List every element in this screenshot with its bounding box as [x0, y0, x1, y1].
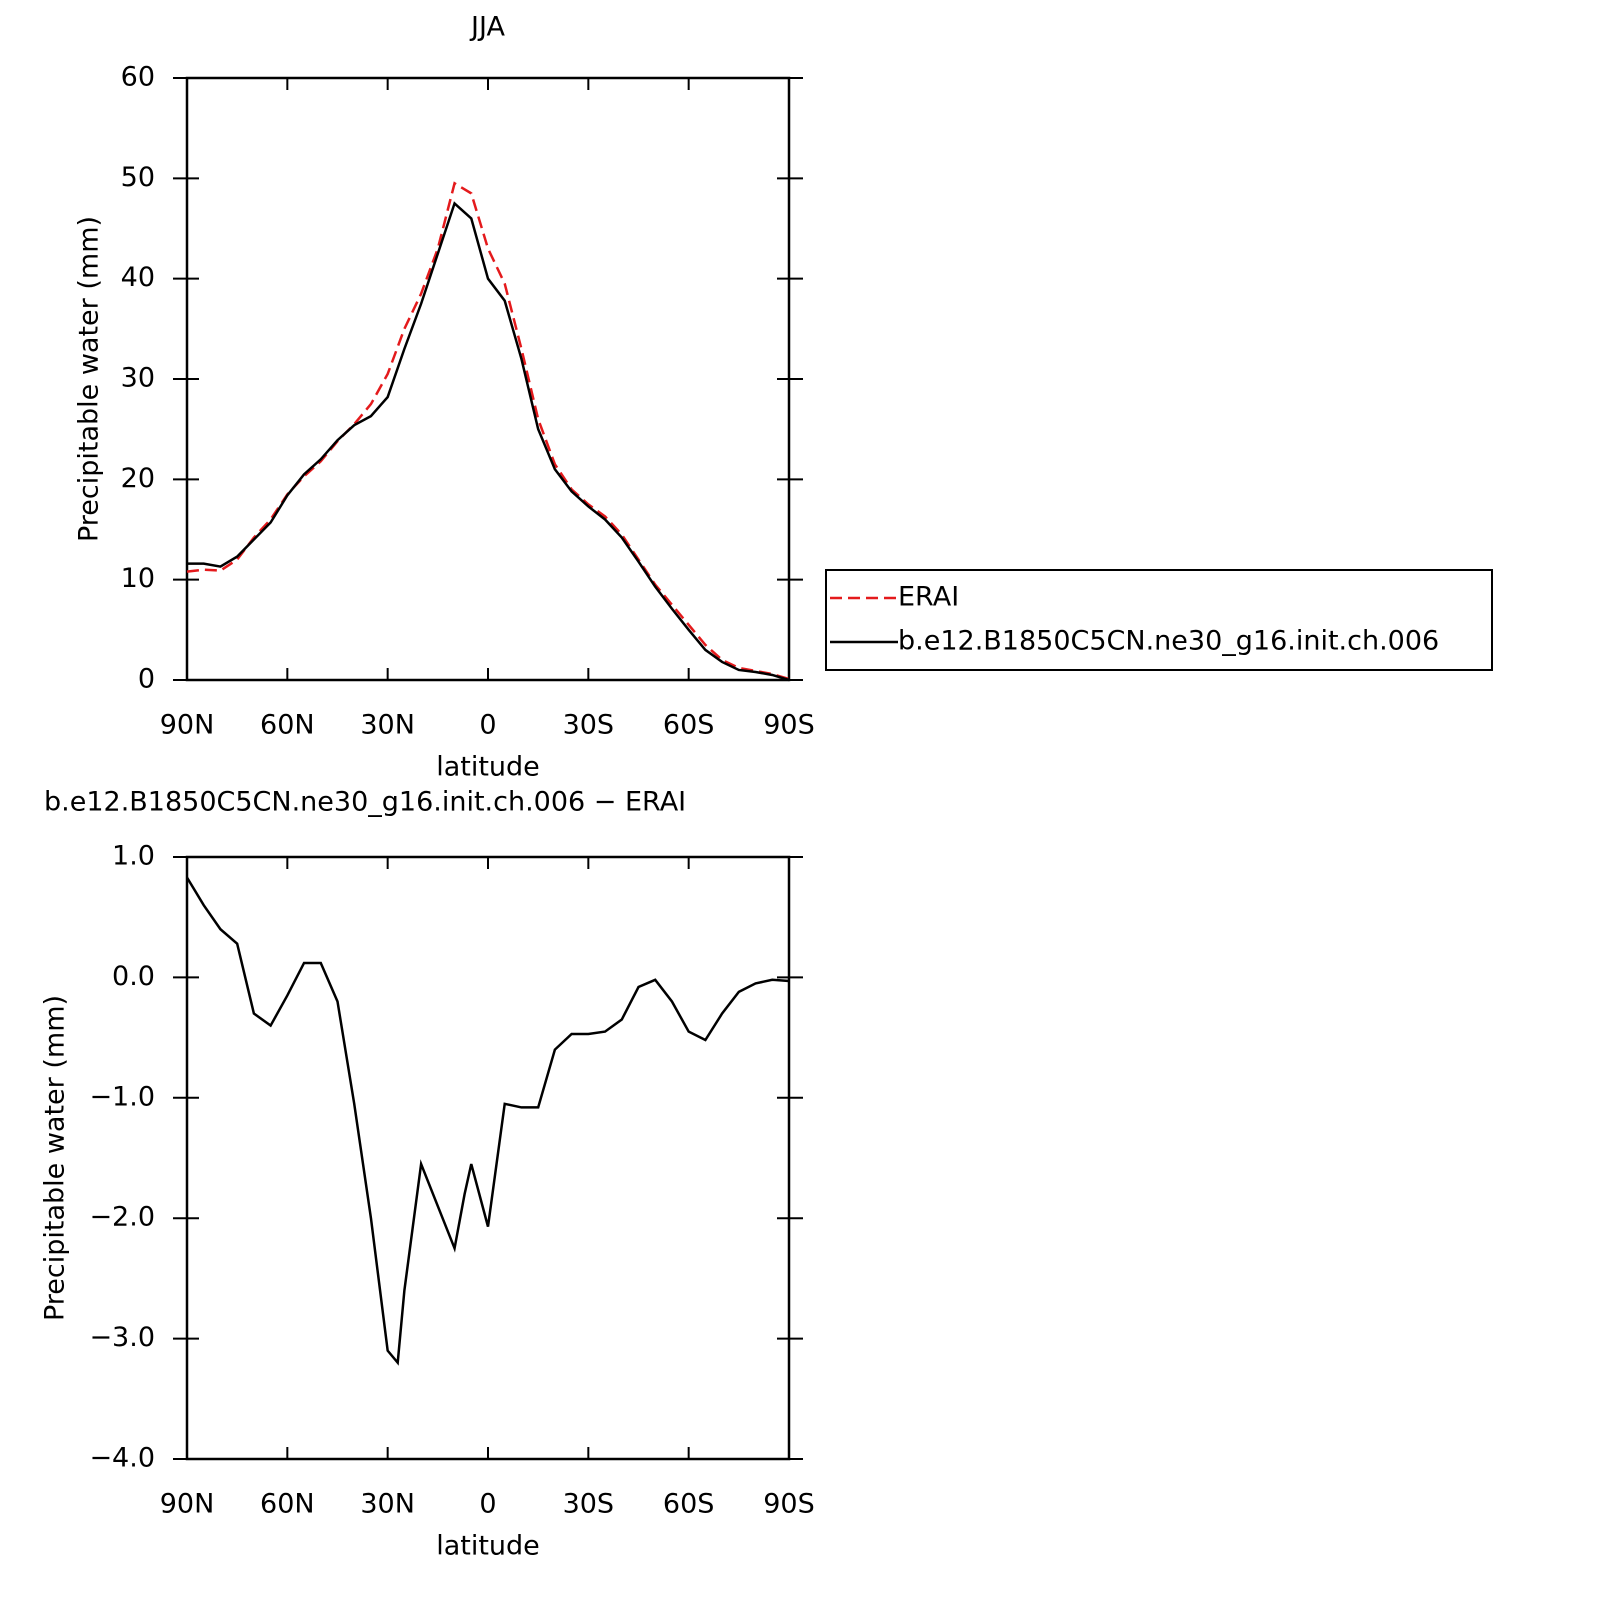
x-tick-label: 90S: [763, 1489, 815, 1520]
x-tick-label: 90N: [160, 710, 215, 741]
y-tick-label: −2.0: [89, 1202, 155, 1233]
data-line: [185, 876, 790, 1366]
y-tick-label: −3.0: [89, 1322, 155, 1353]
plot-frame: [185, 76, 791, 682]
y-tick-label: 0: [138, 664, 155, 695]
x-tick-label: 60N: [260, 1489, 315, 1520]
legend-label: b.e12.B1850C5CN.ne30_g16.init.ch.006: [898, 626, 1439, 657]
y-tick-label: 20: [121, 463, 155, 494]
x-axis-label: latitude: [436, 752, 540, 783]
x-tick-label: 30S: [563, 710, 615, 741]
x-tick-label: 60N: [260, 710, 315, 741]
y-tick-label: 60: [121, 62, 155, 93]
x-tick-label: 90N: [160, 1489, 215, 1520]
y-tick-label: 0.0: [112, 961, 155, 992]
x-tick-label: 90S: [763, 710, 815, 741]
y-axis-label: Precipitable water (mm): [40, 995, 71, 1321]
y-tick-label: 10: [121, 563, 155, 594]
x-tick-label: 60S: [663, 1489, 715, 1520]
legend-label: ERAI: [898, 582, 959, 613]
data-line: [187, 201, 790, 682]
y-tick-label: 40: [121, 262, 155, 293]
y-tick-label: −4.0: [89, 1443, 155, 1474]
y-tick-label: 50: [121, 162, 155, 193]
y-tick-label: −1.0: [89, 1081, 155, 1112]
y-tick-label: 30: [121, 363, 155, 394]
data-line: [186, 181, 790, 681]
y-tick-label: 1.0: [112, 841, 155, 872]
chart-title: JJA: [469, 12, 505, 43]
legend-box: [825, 569, 1493, 671]
x-tick-label: 0: [479, 1489, 496, 1520]
x-axis-label: latitude: [436, 1531, 540, 1562]
plot-frame: [185, 855, 791, 1461]
y-axis-label: Precipitable water (mm): [74, 216, 105, 542]
x-tick-label: 30N: [360, 1489, 415, 1520]
x-tick-label: 0: [479, 710, 496, 741]
x-tick-label: 30N: [360, 710, 415, 741]
chart-title: b.e12.B1850C5CN.ne30_g16.init.ch.006 − E…: [44, 787, 686, 818]
x-tick-label: 30S: [563, 1489, 615, 1520]
x-tick-label: 60S: [663, 710, 715, 741]
